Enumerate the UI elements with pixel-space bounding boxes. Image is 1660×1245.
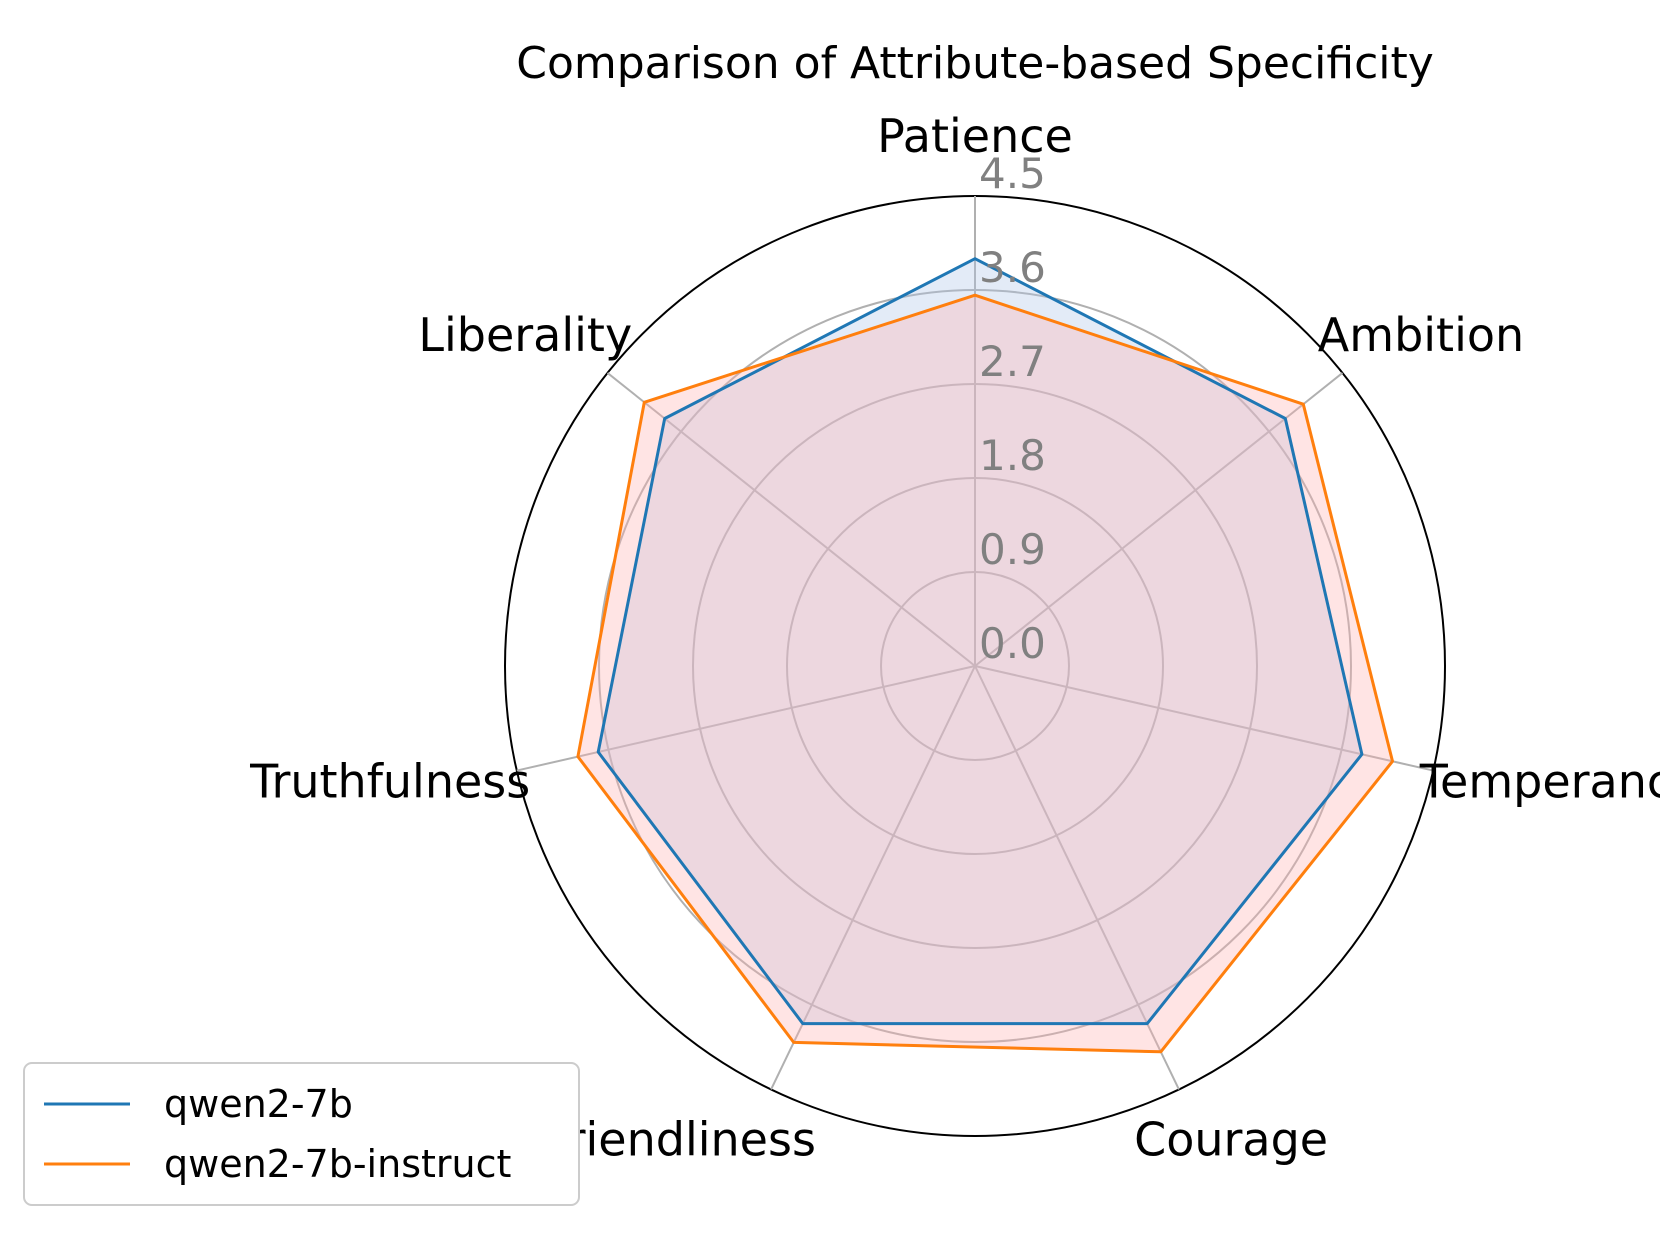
legend: qwen2-7b qwen2-7b-instruct <box>23 1062 580 1206</box>
radial-tick-label: 0.9 <box>979 525 1046 574</box>
category-label-temperance: Temperance <box>1419 754 1660 808</box>
spoke-friendliness <box>770 665 976 1090</box>
radial-tick-label: 1.8 <box>979 431 1046 480</box>
legend-frame <box>23 1062 580 1206</box>
legend-label-qwen2-7b-instruct: qwen2-7b-instruct <box>164 1142 511 1186</box>
series-line-qwen2-7b-instruct <box>576 293 1394 1054</box>
legend-label-qwen2-7b: qwen2-7b <box>164 1082 353 1126</box>
category-label-ambition: Ambition <box>1318 308 1524 362</box>
radial-tick-label: 0.0 <box>979 619 1046 668</box>
series-fill-qwen2-7b <box>598 258 1362 1024</box>
chart-title: Comparison of Attribute-based Specificit… <box>516 38 1434 89</box>
radial-tick-label: 2.7 <box>979 337 1046 386</box>
spoke-ambition <box>974 372 1344 667</box>
radial-tick-labels: 0.0 0.9 1.8 2.7 3.6 4.5 <box>979 149 1046 668</box>
category-label-patience: Patience <box>877 109 1073 163</box>
category-labels: Patience Ambition Temperance Courage Friendl… <box>249 109 1660 1167</box>
spoke-truthfulness <box>516 665 976 772</box>
polar-grid <box>504 195 1446 1137</box>
category-label-friendliness: Friendliness <box>544 1113 816 1167</box>
category-label-truthfulness: Truthfulness <box>249 754 530 808</box>
category-label-liberality: Liberality <box>418 308 632 362</box>
category-label-courage: Courage <box>1134 1113 1328 1167</box>
spoke-courage <box>974 665 1180 1090</box>
series-fill-qwen2-7b-instruct <box>577 295 1393 1052</box>
series-layer <box>576 257 1394 1054</box>
radial-tick-label: 3.6 <box>979 243 1046 292</box>
spoke-temperance <box>974 665 1434 772</box>
spoke-liberality <box>606 372 976 667</box>
radial-tick-label: 4.5 <box>979 149 1046 198</box>
series-line-qwen2-7b <box>596 257 1364 1026</box>
